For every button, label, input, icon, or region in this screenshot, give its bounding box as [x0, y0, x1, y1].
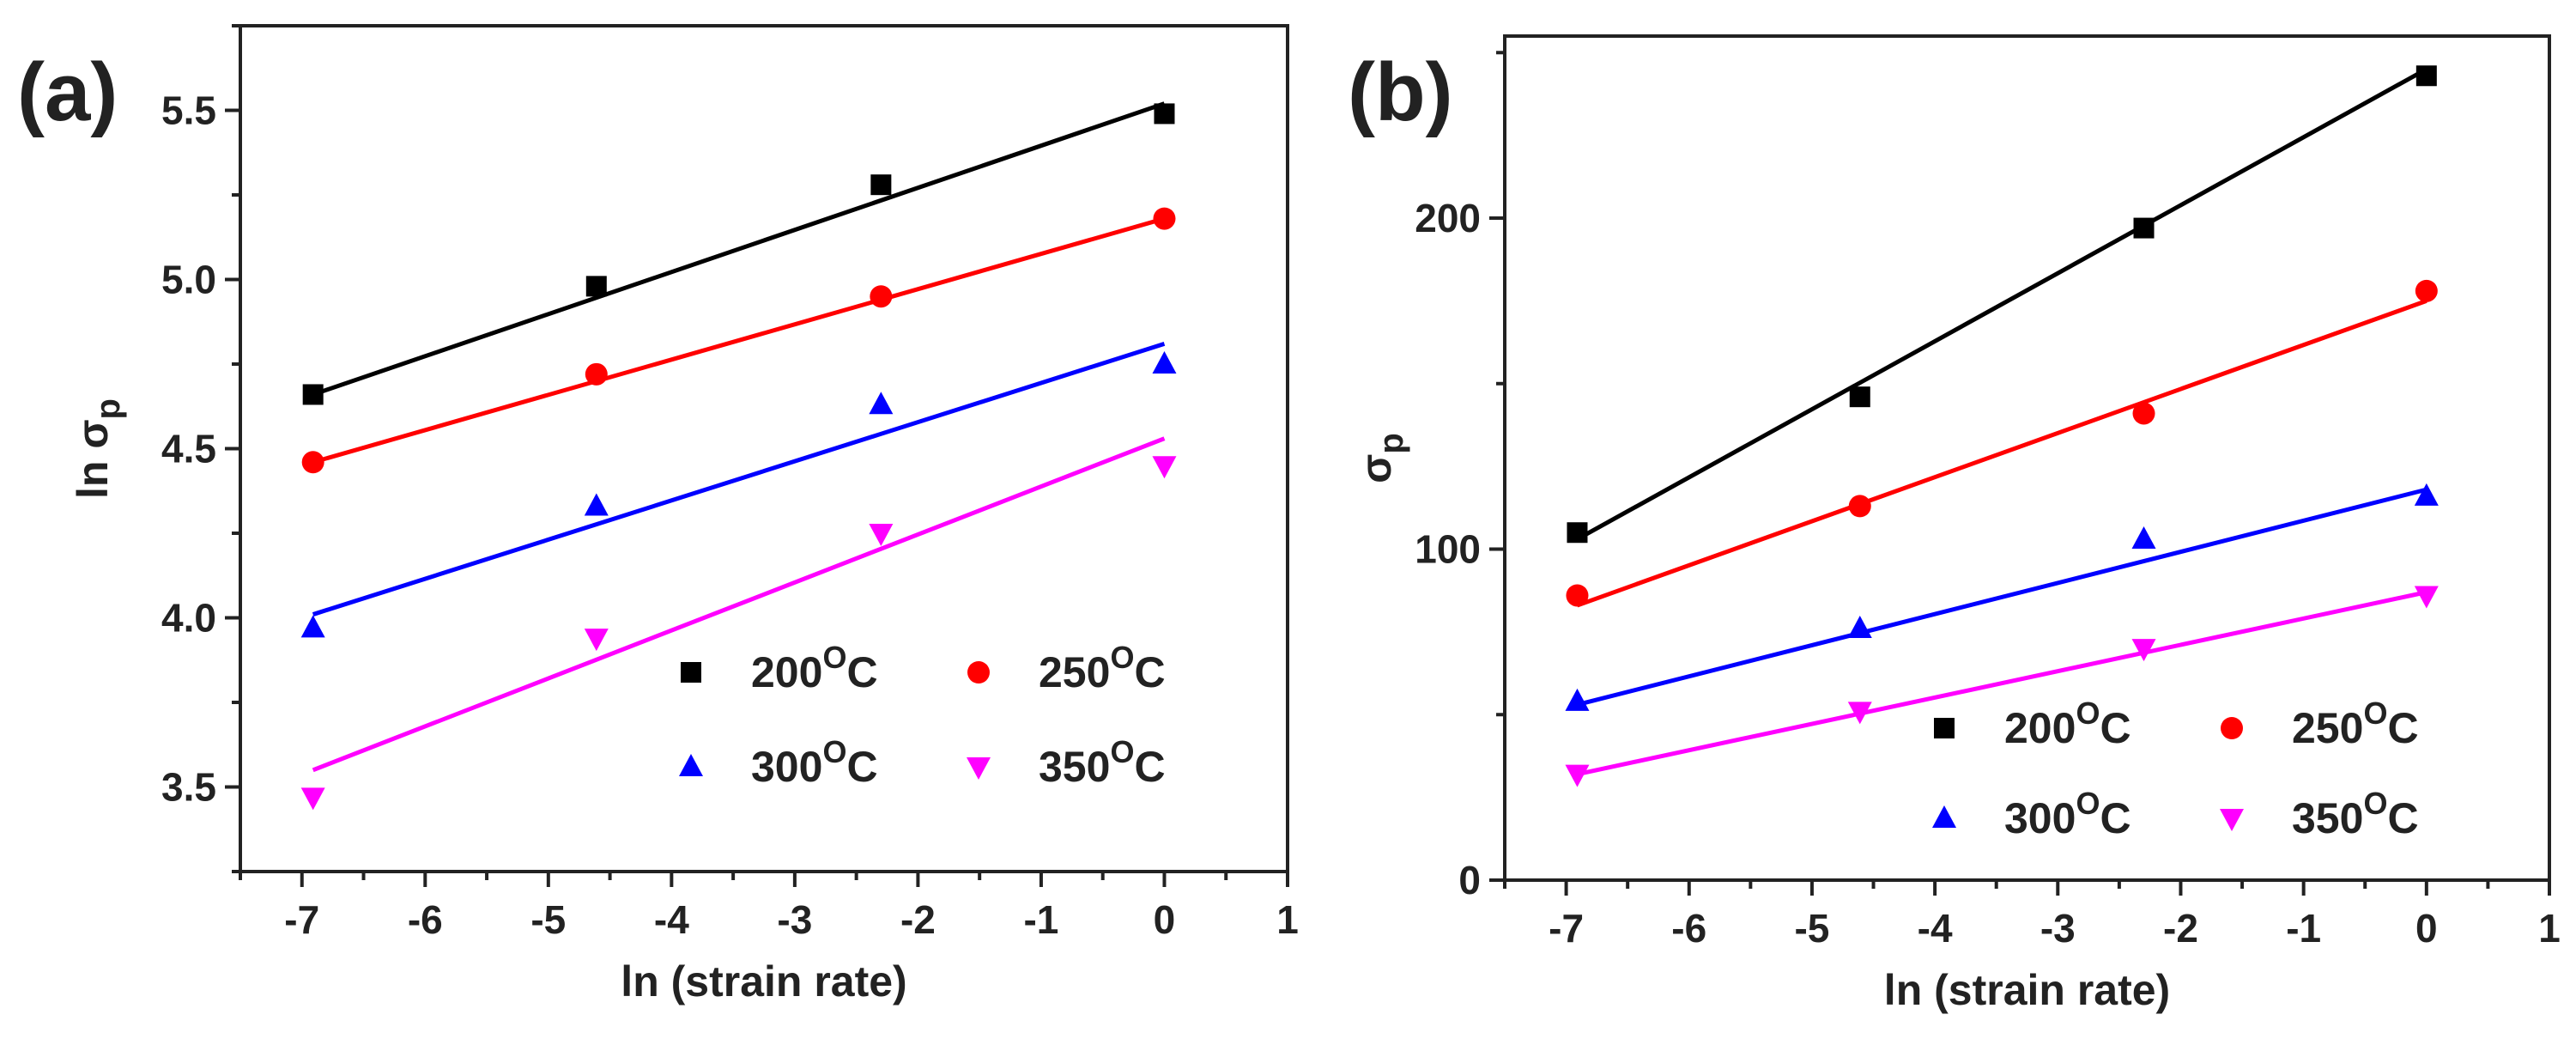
x-tick-label: -1: [1023, 897, 1058, 942]
data-point-350: [869, 524, 894, 546]
data-point-350: [1565, 764, 1590, 787]
data-point-200: [2415, 65, 2437, 87]
fit-line-250: [1576, 299, 2428, 608]
data-point-200: [1154, 103, 1175, 125]
x-tick-label: -4: [654, 897, 689, 942]
data-point-300: [300, 615, 325, 638]
data-point-250: [301, 451, 324, 474]
x-axis-title: ln (strain rate): [1884, 966, 2170, 1014]
y-tick-label: 5.0: [161, 258, 216, 302]
legend-marker-350: [2220, 809, 2244, 831]
legend-marker-350: [967, 757, 991, 780]
x-tick-label: 1: [1276, 897, 1299, 942]
x-tick-label: 0: [2415, 906, 2438, 951]
y-axis-title: ln σp: [69, 398, 127, 499]
y-tick-label: 4.5: [161, 427, 216, 471]
legend-marker-250: [967, 661, 990, 684]
x-tick-label: -3: [2040, 906, 2076, 951]
y-tick-label: 100: [1415, 527, 1481, 572]
x-tick-label: -1: [2286, 906, 2321, 951]
x-tick-label: -5: [1794, 906, 1829, 951]
panel-b: -7 -6 -5 -4 -3 -2 -1 0 1 0 100 200 (b) ln (strain rat…: [1348, 34, 2561, 1014]
legend-marker-200: [1934, 718, 1955, 738]
panel-label: (b): [1348, 46, 1453, 138]
fit-line-350: [1576, 590, 2428, 777]
fit-line-350: [312, 436, 1166, 773]
data-point-200: [2133, 217, 2155, 239]
data-point-300: [1565, 688, 1590, 711]
panel-a: -7 -6 -5 -4 -3 -2 -1 0 1 3.5 4.0 4.5 5.0 5.5 (a) ln (st…: [17, 24, 1299, 1006]
data-point-300: [869, 392, 894, 415]
data-point-300: [584, 493, 609, 516]
data-point-200: [302, 384, 324, 405]
fit-line-200: [1576, 67, 2428, 542]
legend-marker-200: [681, 662, 701, 683]
data-point-350: [300, 787, 325, 811]
data-point-200: [870, 174, 892, 196]
data-point-300: [1847, 616, 1872, 639]
data-point-250: [1566, 584, 1589, 607]
y-axis-title: σp: [1352, 433, 1410, 483]
data-point-350: [584, 629, 609, 652]
x-axis-title: ln (strain rate): [621, 957, 906, 1006]
legend-label-250: 250OC: [1039, 640, 1166, 696]
legend-marker-300: [1932, 805, 1956, 828]
data-point-250: [870, 285, 893, 308]
data-point-250: [2415, 279, 2438, 302]
data-point-200: [1849, 386, 1870, 408]
legend-label-350: 350OC: [1039, 734, 1166, 791]
data-point-350: [2414, 586, 2439, 609]
data-point-250: [1153, 207, 1176, 230]
plot-frame: [1503, 34, 2551, 882]
x-tick-label: -7: [1549, 906, 1584, 951]
x-tick-label: -2: [900, 897, 936, 942]
legend-label-300: 300OC: [2004, 786, 2131, 842]
x-tick-label: -7: [284, 897, 319, 942]
x-tick-label: -6: [1671, 906, 1706, 951]
data-point-250: [2132, 402, 2155, 425]
data-point-300: [2414, 483, 2439, 506]
x-tick-label: -3: [777, 897, 812, 942]
legend-marker-300: [679, 754, 703, 776]
x-tick-label: -2: [2163, 906, 2198, 951]
legend-label-350: 350OC: [2292, 786, 2419, 842]
data-point-200: [585, 276, 607, 297]
y-tick-label: 4.0: [161, 596, 216, 641]
legend-marker-250: [2221, 717, 2243, 739]
x-tick-label: 0: [1154, 897, 1176, 942]
fit-line-200: [312, 101, 1166, 397]
legend-label-200: 200OC: [751, 640, 878, 696]
fit-line-300: [312, 341, 1166, 617]
x-tick-label: -5: [530, 897, 566, 942]
data-point-350: [1152, 456, 1177, 479]
x-tick-label: 1: [2538, 906, 2561, 951]
data-point-250: [1848, 495, 1871, 518]
fit-line-300: [1576, 487, 2428, 708]
legend-label-200: 200OC: [2004, 696, 2131, 752]
y-tick-label: 200: [1415, 196, 1481, 240]
data-point-200: [1567, 522, 1588, 544]
data-point-250: [585, 362, 608, 386]
panel-label: (a): [17, 46, 118, 138]
y-tick-label: 3.5: [161, 765, 216, 810]
legend-label-250: 250OC: [2292, 696, 2419, 752]
data-point-350: [1847, 702, 1872, 725]
fit-line-250: [312, 216, 1166, 465]
x-tick-label: -4: [1918, 906, 1953, 951]
x-tick-label: -6: [408, 897, 443, 942]
y-tick-label: 5.5: [161, 88, 216, 133]
legend-label-300: 300OC: [751, 734, 878, 791]
data-point-350: [2131, 639, 2156, 662]
data-point-300: [1152, 351, 1177, 374]
y-tick-label: 0: [1458, 858, 1481, 902]
data-point-300: [2131, 526, 2156, 549]
